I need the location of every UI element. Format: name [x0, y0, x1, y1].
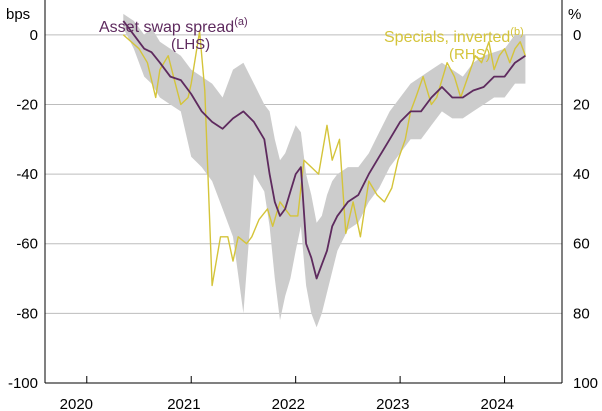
left-axis-unit: bps: [6, 6, 30, 23]
right-tick-label: 60: [573, 236, 590, 253]
left-tick-label: -80: [16, 305, 38, 322]
range-band-layer: [123, 13, 526, 328]
left-axis-ticks: 0 -20 -40 -60 -80 -100: [8, 27, 38, 392]
legend-asset-swap: Asset swap spread(a) (LHS): [99, 16, 248, 53]
legend-asset-swap-label: Asset swap spread: [99, 19, 234, 36]
x-tick-label: 2023: [376, 396, 409, 411]
svg-text:Specials, inverted(b): Specials, inverted(b): [384, 26, 524, 46]
specials-inverted-line: [122, 30, 527, 287]
legend-asset-swap-sup: (a): [234, 16, 247, 28]
legend-specials-label: Specials, inverted: [384, 29, 510, 46]
legend-specials-axis: (RHS): [449, 46, 491, 63]
left-tick-label: -20: [16, 96, 38, 113]
right-tick-label: 80: [573, 305, 590, 322]
x-tick-label: 2021: [167, 396, 200, 411]
x-tick-label: 2024: [481, 396, 514, 411]
right-tick-label: 20: [573, 96, 590, 113]
right-axis-unit: %: [568, 6, 581, 23]
asset-swap-spread-line: [122, 20, 526, 280]
left-tick-label: -60: [16, 236, 38, 253]
left-tick-label: -40: [16, 166, 38, 183]
right-tick-label: 100: [573, 375, 598, 392]
svg-text:Asset swap spread(a): Asset swap spread(a): [99, 16, 248, 36]
legend-specials: Specials, inverted(b) (RHS): [384, 26, 524, 63]
series-layer: [122, 20, 527, 287]
axes: [44, 0, 563, 384]
range-band: [123, 13, 526, 328]
x-tick-label: 2022: [272, 396, 305, 411]
left-tick-label: 0: [30, 27, 38, 44]
legend-specials-sup: (b): [510, 26, 523, 38]
right-axis-ticks: 0 20 40 60 80 100: [573, 27, 598, 392]
right-tick-label: 40: [573, 166, 590, 183]
x-tick-label: 2020: [60, 396, 93, 411]
left-tick-label: -100: [8, 375, 38, 392]
x-axis-ticks: 2020 2021 2022 2023 2024: [60, 376, 514, 411]
right-tick-label: 0: [573, 27, 581, 44]
legend-asset-swap-axis: (LHS): [171, 36, 210, 53]
